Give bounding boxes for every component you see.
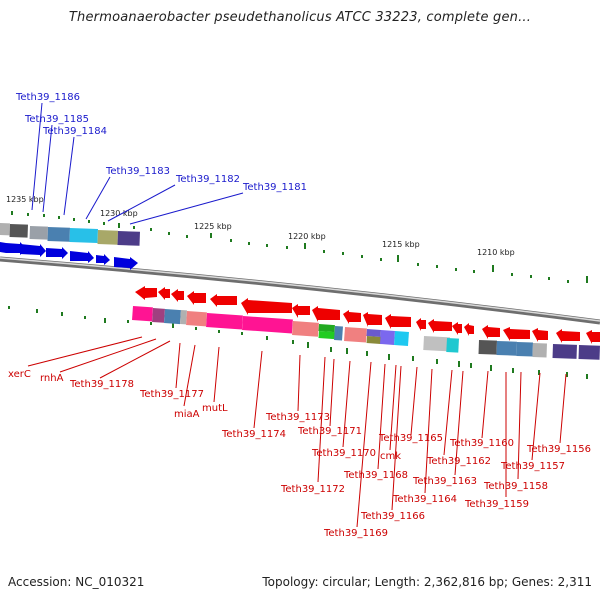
gene-label-teth39-1182: Teth39_1182 [175,174,240,185]
gene-label-teth39-1159: Teth39_1159 [464,499,529,510]
gene-label-teth39-1168: Teth39_1168 [343,470,408,481]
forward-gene-arrows [0,242,138,270]
gene-label-teth39-1160: Teth39_1160 [449,438,514,449]
gene-label-teth39-1184: Teth39_1184 [42,126,107,137]
gene-label-teth39-1178: Teth39_1178 [69,379,134,390]
gene-label-teth39-1183: Teth39_1183 [105,166,170,177]
tick-label-1235: 1235 kbp [6,195,44,204]
gene-label-teth39-1177: Teth39_1177 [139,389,204,400]
lower-feature-bar [132,305,600,360]
gene-label-rnha: rnhA [40,373,64,384]
gene-label-teth39-1185: Teth39_1185 [24,114,89,125]
gene-label-mutl: mutL [202,403,228,414]
upper-tick-marks [11,211,588,283]
tick-label-1225: 1225 kbp [194,222,232,231]
gene-label-teth39-1164: Teth39_1164 [392,494,457,505]
lower-leader-lines [27,336,567,528]
tick-label-1215: 1215 kbp [382,240,420,249]
gene-label-teth39-1156: Teth39_1156 [526,444,591,455]
lower-tick-marks [8,306,588,379]
gene-label-teth39-1174: Teth39_1174 [221,429,286,440]
gene-label-teth39-1163: Teth39_1163 [412,476,477,487]
genome-backbone [0,256,600,325]
gene-label-teth39-1169: Teth39_1169 [323,528,388,539]
gene-label-teth39-1158: Teth39_1158 [483,481,548,492]
gene-label-cmk: cmk [380,451,401,462]
map-title: Thermoanaerobacter pseudethanolicus ATCC… [68,10,532,25]
gene-label-teth39-1186: Teth39_1186 [15,92,80,103]
gene-label-teth39-1172: Teth39_1172 [280,484,345,495]
gene-label-teth39-1171: Teth39_1171 [297,426,362,437]
gene-label-teth39-1165: Teth39_1165 [378,433,443,444]
gene-label-teth39-1181: Teth39_1181 [242,182,307,193]
accession-text: Accession: NC_010321 [8,575,145,589]
reverse-gene-arrows [135,286,600,344]
upper-leader-lines [31,102,244,225]
gene-label-teth39-1173: Teth39_1173 [265,412,330,423]
gene-label-teth39-1162: Teth39_1162 [426,456,491,467]
gene-label-teth39-1170: Teth39_1170 [311,448,376,459]
gene-label-teth39-1157: Teth39_1157 [500,461,565,472]
tick-label-1220: 1220 kbp [288,232,326,241]
gene-label-xerc: xerC [8,369,31,380]
gene-label-miaa: miaA [174,409,200,420]
upper-feature-bar [0,223,140,246]
tick-label-1210: 1210 kbp [477,248,515,257]
gene-label-teth39-1166: Teth39_1166 [360,511,425,522]
tick-label-1230: 1230 kbp [100,209,138,218]
topology-text: Topology: circular; Length: 2,362,816 bp… [262,575,592,589]
